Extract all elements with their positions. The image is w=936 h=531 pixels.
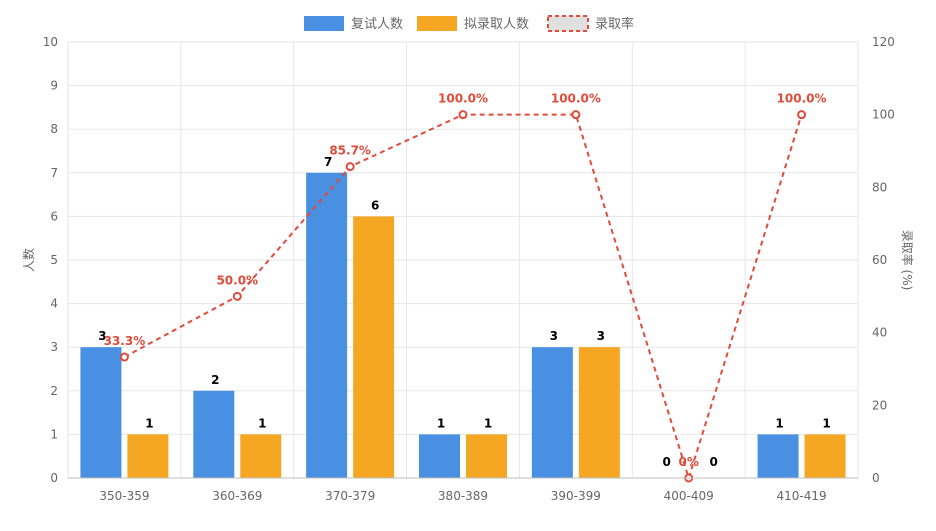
rate-value-label: 0% [679,455,699,469]
x-tick-label: 400-409 [664,489,714,503]
y-tick-label: 6 [50,209,58,223]
y-tick-label: 3 [50,340,58,354]
bar-admitted [240,434,282,478]
bar-retest [80,347,122,478]
bar-value-label: 1 [437,416,445,430]
bar-value-label: 2 [211,373,219,387]
x-tick-label: 410-419 [777,489,827,503]
x-tick-label: 380-389 [438,489,488,503]
bar-admitted [127,434,169,478]
bar-retest [306,172,348,479]
bar-admitted [804,434,846,478]
bar-value-label: 1 [484,416,492,430]
y2-axis-title: 录取率 (%) [900,230,915,291]
bar-admitted [466,434,507,478]
rate-point [571,110,581,120]
rate-line [119,110,807,483]
y2-tick-label: 40 [872,326,887,340]
bars [80,172,846,479]
legend-label: 录取率 [595,16,634,32]
y2-tick-label: 20 [872,398,887,412]
bar-admitted [578,347,620,478]
bar-value-label: 0 [663,455,671,469]
bar-admitted [353,216,395,478]
bar-retest [193,390,235,478]
y-tick-label: 10 [43,35,58,49]
bar-value-label: 3 [550,329,558,343]
bar-retest [419,434,460,478]
x-tick-label: 360-369 [212,489,262,503]
y2-tick-label: 0 [872,471,880,485]
legend: 复试人数 拟录取人数 录取率 [304,15,634,32]
y-tick-label: 7 [50,166,58,180]
y-tick-label: 4 [50,297,58,311]
bar-value-label: 3 [597,329,605,343]
bar-value-label: 1 [258,416,266,430]
bar-value-label: 3 [98,329,106,343]
y2-tick-label: 60 [872,253,887,267]
legend-swatch [417,16,457,31]
rate-value-label: 50.0% [216,273,258,287]
rate-point [797,110,807,120]
rate-value-label: 100.0% [551,92,601,106]
rate-point [458,110,468,120]
bar-value-label: 7 [324,155,332,169]
rate-point [232,291,242,301]
y-tick-label: 5 [50,253,58,267]
x-tick-label: 390-399 [551,489,601,503]
rate-value-label: 85.7% [329,144,371,158]
legend-label: 复试人数 [351,17,403,32]
y-tick-label: 0 [50,471,58,485]
y-tick-label: 1 [50,427,58,441]
x-tick-label: 370-379 [325,489,375,503]
rate-point [345,162,355,172]
y-tick-label: 9 [50,79,58,93]
rate-point [119,352,129,362]
x-tick-label: 350-359 [99,489,149,503]
y2-tick-label: 100 [872,108,895,122]
bar-value-label: 6 [371,198,379,212]
y2-tick-label: 120 [872,35,895,49]
legend-swatch [547,15,589,32]
legend-swatch [304,16,344,31]
bar-value-label: 1 [145,416,153,430]
bar-value-label: 1 [822,416,830,430]
legend-label: 拟录取人数 [464,17,529,32]
bar-value-label: 0 [710,455,718,469]
y-axis-title: 人数 [21,248,36,272]
bar-value-label: 1 [775,416,783,430]
rate-value-label: 100.0% [777,92,827,106]
bar-retest [531,347,573,478]
rate-value-label: 33.3% [104,334,146,348]
y-tick-label: 8 [50,122,58,136]
rate-value-label: 100.0% [438,92,488,106]
grid [67,41,859,479]
bar-retest [757,434,799,478]
y2-tick-label: 80 [872,180,887,194]
y-tick-label: 2 [50,384,58,398]
